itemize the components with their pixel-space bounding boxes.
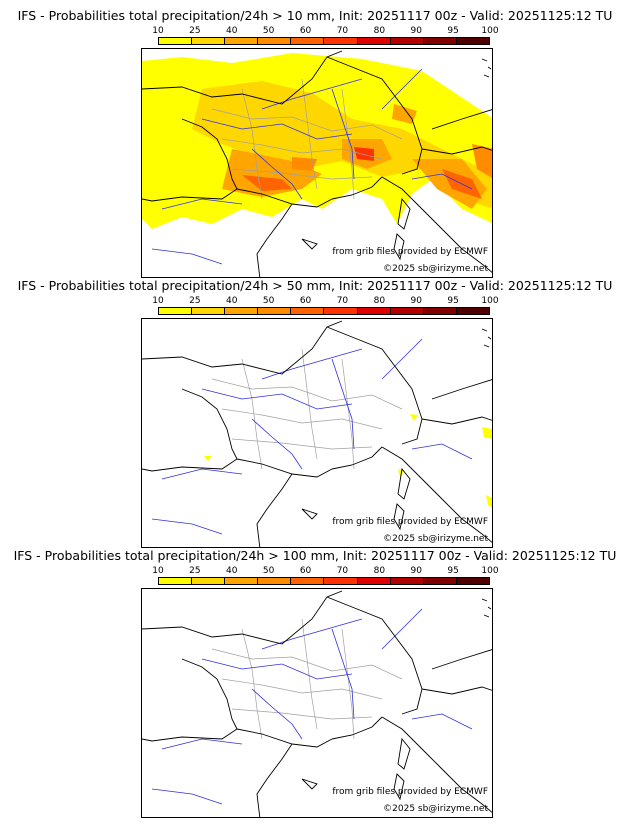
probability-map: from grib files provided by ECMWF ©2025 … bbox=[141, 48, 493, 278]
scale-swatch bbox=[324, 578, 358, 584]
map-drawing bbox=[142, 590, 492, 817]
map-drawing bbox=[142, 320, 492, 547]
scale-tick-label: 50 bbox=[262, 296, 275, 306]
region-borders bbox=[211, 348, 403, 470]
scale-swatch bbox=[423, 578, 457, 584]
scale-tick-label: 100 bbox=[481, 566, 499, 576]
panel-50mm: IFS - Probabilities total precipitation/… bbox=[0, 278, 630, 548]
scale-swatch bbox=[258, 578, 292, 584]
scale-swatch bbox=[357, 578, 391, 584]
rivers bbox=[151, 338, 473, 535]
scale-bar bbox=[158, 577, 490, 585]
panel-10mm: IFS - Probabilities total precipitation/… bbox=[0, 8, 630, 278]
scale-tick-label: 25 bbox=[189, 296, 201, 306]
scale-swatch bbox=[390, 308, 424, 314]
scale-tick-label: 80 bbox=[373, 26, 386, 36]
panel-title: IFS - Probabilities total precipitation/… bbox=[17, 278, 613, 293]
scale-swatch bbox=[192, 308, 226, 314]
scale-bar bbox=[158, 37, 490, 45]
scale-tick-label: 10 bbox=[152, 296, 164, 306]
rivers bbox=[151, 68, 473, 265]
rivers bbox=[151, 608, 473, 805]
region-borders bbox=[211, 618, 403, 740]
color-scale: 10 25 40 50 60 70 80 90 95 100 bbox=[152, 296, 499, 320]
scale-swatch bbox=[423, 38, 457, 44]
scale-swatch bbox=[357, 308, 391, 314]
credit-copyright: ©2025 sb@irizyme.net bbox=[383, 804, 488, 814]
scale-tick-label: 25 bbox=[189, 26, 201, 36]
scale-tick-label: 70 bbox=[336, 26, 349, 36]
coastlines bbox=[142, 590, 492, 817]
scale-tick-label: 90 bbox=[410, 26, 422, 36]
scale-tick-label: 70 bbox=[336, 296, 349, 306]
scale-swatch bbox=[324, 308, 358, 314]
probability-map: from grib files provided by ECMWF ©2025 … bbox=[141, 318, 493, 548]
scale-swatch bbox=[258, 308, 292, 314]
scale-swatch bbox=[390, 38, 424, 44]
credit-grib: from grib files provided by ECMWF bbox=[332, 517, 488, 527]
scale-swatch bbox=[456, 38, 489, 44]
scale-swatch bbox=[456, 578, 489, 584]
scale-swatch bbox=[390, 578, 424, 584]
scale-swatch bbox=[225, 308, 259, 314]
scale-swatch bbox=[456, 308, 489, 314]
scale-tick-label: 60 bbox=[299, 566, 312, 576]
scale-swatch bbox=[291, 308, 325, 314]
scale-tick-label: 80 bbox=[373, 296, 386, 306]
credit-copyright: ©2025 sb@irizyme.net bbox=[383, 534, 488, 544]
scale-tick-label: 25 bbox=[189, 566, 201, 576]
scale-tick-label: 100 bbox=[481, 296, 499, 306]
scale-tick-label: 40 bbox=[226, 26, 238, 36]
scale-swatch bbox=[258, 38, 292, 44]
probability-map: from grib files provided by ECMWF ©2025 … bbox=[141, 588, 493, 818]
color-scale: 10 25 40 50 60 70 80 90 95 100 bbox=[152, 26, 499, 50]
scale-tick-label: 90 bbox=[410, 296, 422, 306]
region-borders bbox=[211, 78, 403, 200]
credit-grib: from grib files provided by ECMWF bbox=[332, 247, 488, 257]
panel-title: IFS - Probabilities total precipitation/… bbox=[13, 548, 617, 563]
coastlines bbox=[142, 320, 492, 547]
scale-tick-label: 95 bbox=[447, 26, 459, 36]
color-scale: 10 25 40 50 60 70 80 90 95 100 bbox=[152, 566, 499, 590]
scale-swatch bbox=[225, 38, 259, 44]
precip-probability-field bbox=[142, 53, 492, 229]
scale-tick-label: 90 bbox=[410, 566, 422, 576]
scale-swatch bbox=[192, 38, 226, 44]
scale-tick-label: 50 bbox=[262, 26, 275, 36]
credit-copyright: ©2025 sb@irizyme.net bbox=[383, 264, 488, 274]
scale-tick-label: 60 bbox=[299, 296, 312, 306]
scale-swatch bbox=[291, 38, 325, 44]
map-drawing bbox=[142, 50, 492, 277]
scale-swatch bbox=[423, 308, 457, 314]
credit-grib: from grib files provided by ECMWF bbox=[332, 787, 488, 797]
scale-tick-label: 70 bbox=[336, 566, 349, 576]
precip-probability-field bbox=[204, 414, 492, 508]
scale-swatch bbox=[159, 308, 193, 314]
scale-tick-label: 10 bbox=[152, 26, 164, 36]
scale-swatch bbox=[291, 578, 325, 584]
scale-swatch bbox=[357, 38, 391, 44]
scale-tick-label: 50 bbox=[262, 566, 275, 576]
scale-tick-label: 40 bbox=[226, 296, 238, 306]
scale-tick-label: 40 bbox=[226, 566, 238, 576]
scale-tick-label: 95 bbox=[447, 296, 459, 306]
panel-100mm: IFS - Probabilities total precipitation/… bbox=[0, 548, 630, 818]
scale-swatch bbox=[192, 578, 226, 584]
scale-tick-label: 10 bbox=[152, 566, 164, 576]
scale-tick-label: 80 bbox=[373, 566, 386, 576]
scale-swatch bbox=[225, 578, 259, 584]
scale-swatch bbox=[159, 578, 193, 584]
scale-bar bbox=[158, 307, 490, 315]
scale-swatch bbox=[324, 38, 358, 44]
coastlines bbox=[142, 50, 492, 277]
panel-title: IFS - Probabilities total precipitation/… bbox=[17, 8, 613, 23]
scale-tick-label: 100 bbox=[481, 26, 499, 36]
scale-tick-label: 95 bbox=[447, 566, 459, 576]
scale-swatch bbox=[159, 38, 193, 44]
scale-tick-label: 60 bbox=[299, 26, 312, 36]
